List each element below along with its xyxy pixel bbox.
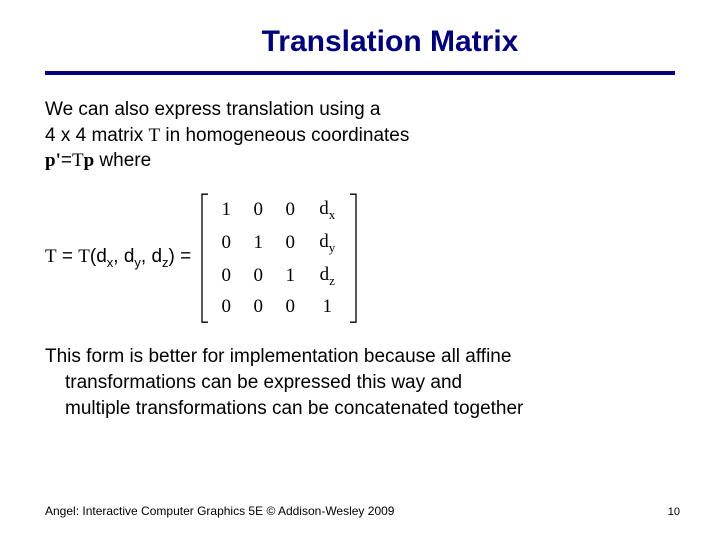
title-underline [45,71,675,75]
matrix-cell: dy [315,231,339,256]
intro-eq: = [61,150,72,171]
intro-p: p [84,150,95,171]
matrix-cell: 0 [283,232,297,254]
matrix: 1 0 0 dx 0 1 0 dy 0 0 1 dz 0 0 0 1 [199,192,359,324]
matrix-cell: 0 [219,265,233,287]
matrix-cell: 0 [283,199,297,221]
eq-c2: , d [141,246,162,267]
intro-T2: T [72,150,84,171]
eq-close: ) = [169,246,192,267]
conclusion-paragraph: This form is better for implementation b… [45,344,675,421]
matrix-grid: 1 0 0 dx 0 1 0 dy 0 0 1 dz 0 0 0 1 [209,192,349,324]
matrix-cell: 1 [251,232,265,254]
intro-line-2b: in homogeneous coordinates [160,125,409,146]
intro-where: where [94,150,151,171]
equation-row: T = T(dx, dy, dz) = 1 0 0 dx 0 1 0 dy 0 … [45,192,675,324]
intro-line-1: We can also express translation using a [45,99,381,120]
concl-line-3: multiple transformations can be concaten… [45,396,523,422]
eq-c1: , d [113,246,134,267]
intro-pprime: p' [45,150,61,171]
eq-eq1: = [57,246,79,267]
page-number: 10 [668,506,680,518]
matrix-sub: y [329,240,336,255]
matrix-sub: z [329,272,335,287]
concl-line-2: transformations can be expressed this wa… [45,370,462,396]
intro-T: T [148,125,160,146]
matrix-cell: dz [315,264,339,289]
eq-T1: T [45,246,57,267]
right-bracket-icon [349,192,359,324]
matrix-sub: x [329,207,336,222]
equation-lhs: T = T(dx, dy, dz) = [45,246,199,270]
matrix-cell: 0 [251,296,265,318]
footer-text: Angel: Interactive Computer Graphics 5E … [45,504,394,518]
matrix-cell: 0 [219,232,233,254]
matrix-cell: 1 [315,296,339,318]
slide: Translation Matrix We can also express t… [0,0,720,540]
matrix-cell: 0 [219,296,233,318]
concl-line-1: This form is better for implementation b… [45,346,511,367]
matrix-cell: dx [315,198,339,223]
matrix-cell: 1 [283,265,297,287]
intro-line-2a: 4 x 4 matrix [45,125,148,146]
eq-open: (d [90,246,107,267]
matrix-cell: 0 [251,199,265,221]
slide-title: Translation Matrix [45,25,675,59]
eq-T2: T [78,246,90,267]
matrix-cell: 0 [283,296,297,318]
left-bracket-icon [199,192,209,324]
matrix-cell: 0 [251,265,265,287]
matrix-cell: 1 [219,199,233,221]
intro-paragraph: We can also express translation using a … [45,97,675,174]
